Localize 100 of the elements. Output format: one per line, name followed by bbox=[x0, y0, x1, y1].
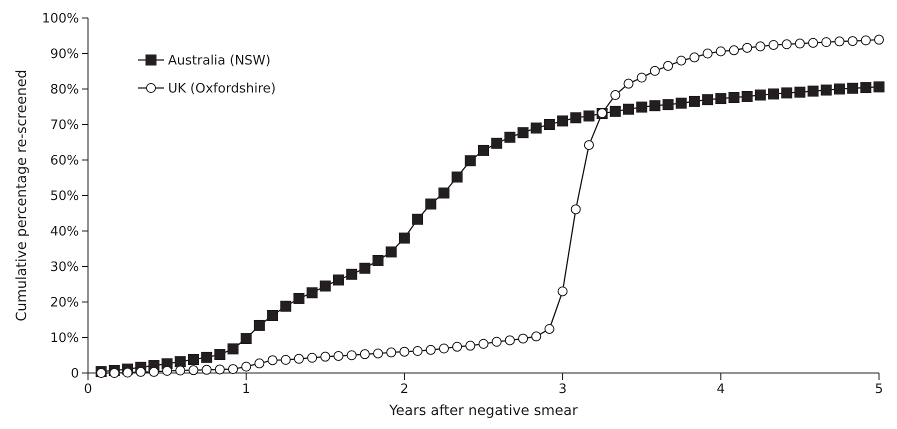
point bbox=[478, 144, 489, 156]
point bbox=[847, 82, 858, 94]
point bbox=[676, 56, 686, 66]
point bbox=[504, 335, 515, 346]
point bbox=[584, 140, 594, 150]
point bbox=[346, 350, 357, 360]
point bbox=[280, 354, 291, 365]
point bbox=[386, 246, 397, 258]
point bbox=[689, 52, 700, 62]
point bbox=[742, 42, 752, 53]
point bbox=[544, 324, 554, 334]
point bbox=[465, 340, 476, 351]
point bbox=[188, 365, 198, 376]
point bbox=[755, 41, 766, 52]
x-tick-label: 1 bbox=[242, 382, 250, 397]
point bbox=[794, 86, 806, 98]
y-tick-label: 20% bbox=[50, 296, 79, 311]
y-tick-label: 90% bbox=[50, 47, 79, 62]
point bbox=[399, 346, 410, 357]
point bbox=[175, 366, 186, 376]
point bbox=[162, 366, 172, 376]
point bbox=[174, 356, 186, 368]
point bbox=[702, 94, 714, 106]
point bbox=[702, 48, 713, 58]
point bbox=[808, 86, 819, 97]
point bbox=[201, 352, 212, 363]
point bbox=[860, 35, 871, 46]
point bbox=[492, 336, 502, 347]
point bbox=[320, 280, 331, 292]
point bbox=[254, 320, 265, 331]
point bbox=[426, 344, 436, 355]
point bbox=[874, 81, 884, 92]
point bbox=[452, 342, 462, 352]
point bbox=[650, 66, 660, 76]
point bbox=[663, 60, 674, 71]
x-axis-title: Years after negative smear bbox=[388, 403, 578, 419]
y-tick-label: 0 bbox=[70, 366, 79, 382]
point bbox=[570, 204, 581, 214]
point bbox=[768, 40, 779, 50]
point bbox=[333, 350, 344, 361]
point bbox=[372, 254, 384, 266]
point bbox=[874, 34, 884, 45]
point bbox=[848, 36, 858, 46]
point bbox=[267, 310, 278, 321]
point bbox=[834, 36, 844, 46]
point bbox=[781, 87, 792, 98]
point bbox=[636, 72, 647, 83]
x-tick-label: 0 bbox=[84, 382, 92, 397]
point bbox=[280, 300, 292, 312]
point bbox=[662, 99, 674, 110]
point bbox=[254, 358, 264, 368]
point bbox=[214, 364, 225, 374]
y-tick-label: 40% bbox=[50, 224, 79, 240]
point bbox=[754, 90, 766, 101]
point bbox=[373, 348, 384, 358]
point bbox=[610, 90, 620, 100]
point bbox=[122, 368, 133, 378]
point bbox=[294, 354, 304, 364]
point bbox=[425, 198, 436, 210]
point bbox=[820, 84, 832, 96]
point bbox=[438, 188, 450, 199]
point bbox=[860, 82, 872, 94]
point bbox=[464, 155, 476, 166]
point bbox=[676, 98, 687, 109]
point bbox=[188, 354, 199, 366]
point bbox=[794, 38, 805, 49]
y-tick-label: 80% bbox=[50, 82, 79, 98]
point bbox=[438, 344, 449, 354]
point bbox=[360, 349, 370, 360]
point bbox=[228, 343, 239, 354]
y-tick-label: 50% bbox=[50, 189, 79, 204]
point bbox=[320, 352, 330, 362]
y-axis-title: Cumulative percentage re-screened bbox=[14, 70, 30, 322]
point bbox=[649, 100, 660, 112]
point bbox=[228, 364, 238, 374]
point bbox=[808, 38, 818, 48]
point bbox=[834, 84, 845, 94]
point bbox=[306, 287, 318, 298]
point bbox=[688, 96, 700, 107]
point bbox=[307, 352, 318, 363]
point bbox=[268, 355, 278, 366]
point bbox=[504, 132, 516, 143]
point bbox=[241, 362, 252, 372]
point bbox=[728, 45, 739, 56]
y-tick-label: 30% bbox=[50, 260, 79, 276]
point bbox=[558, 286, 568, 296]
y-tick-label: 10% bbox=[50, 331, 79, 346]
point bbox=[332, 274, 344, 286]
point bbox=[636, 102, 648, 113]
point bbox=[518, 127, 529, 138]
point bbox=[742, 90, 753, 102]
point bbox=[728, 92, 740, 104]
point bbox=[531, 331, 542, 342]
point bbox=[716, 46, 726, 56]
point bbox=[623, 104, 634, 115]
x-tick-label: 5 bbox=[874, 382, 884, 397]
point bbox=[570, 112, 582, 124]
point bbox=[412, 214, 424, 225]
point bbox=[136, 366, 146, 377]
y-tick-label: 70% bbox=[50, 118, 79, 134]
